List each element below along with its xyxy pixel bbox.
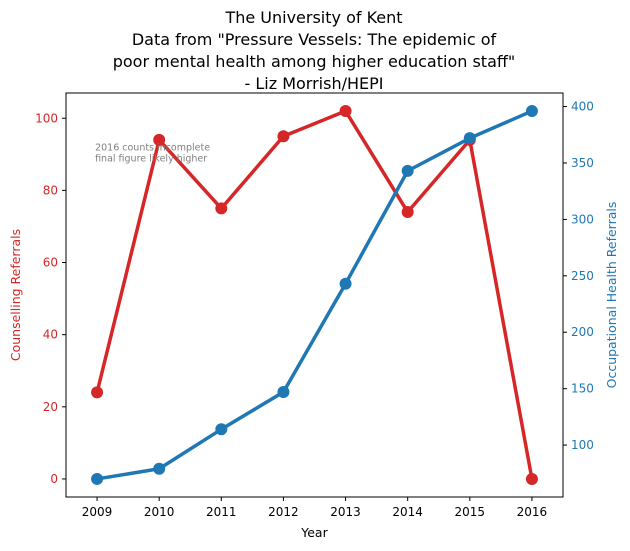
x-tick-label: 2015: [455, 505, 486, 519]
y-axis-right-label: Occupational Health Referrals: [604, 202, 619, 389]
y-left-tick-label: 0: [50, 472, 58, 486]
y-axis-left-label: Counselling Referrals: [8, 229, 23, 361]
data-point-counselling: [401, 206, 414, 219]
data-point-occupational-health: [401, 164, 414, 177]
data-point-occupational-health: [525, 105, 538, 118]
y-left-tick-label: 20: [43, 400, 58, 414]
title-line-4: - Liz Morrish/HEPI: [245, 74, 384, 93]
y-right-tick-label: 400: [571, 100, 594, 114]
y-right-tick-label: 150: [571, 382, 594, 396]
y-left-tick-label: 80: [43, 183, 58, 197]
data-point-counselling: [525, 472, 538, 485]
x-tick-label: 2013: [330, 505, 361, 519]
annotation-line-1: 2016 counts incomplete: [95, 143, 210, 154]
data-point-counselling: [153, 133, 166, 146]
x-tick-label: 2010: [144, 505, 175, 519]
data-point-counselling: [277, 130, 290, 143]
y-left-tick-label: 100: [35, 111, 58, 125]
series-line-occupational-health: [95, 109, 534, 481]
data-point-occupational-health: [277, 386, 290, 399]
data-point-occupational-health: [463, 132, 476, 145]
plot-frame: [65, 92, 564, 498]
y-left-tick-label: 60: [43, 256, 58, 270]
annotation-line-2: final figure likely higher: [95, 154, 207, 165]
data-point-occupational-health: [153, 462, 166, 475]
x-tick-label: 2014: [392, 505, 423, 519]
data-point-occupational-health: [339, 277, 352, 290]
x-tick-label: 2012: [268, 505, 299, 519]
y-right-tick-label: 350: [571, 156, 594, 170]
data-point-occupational-health: [91, 472, 104, 485]
x-tick-label: 2016: [517, 505, 548, 519]
y-right-tick-label: 200: [571, 325, 594, 339]
title-line-2: Data from "Pressure Vessels: The epidemi…: [132, 30, 497, 49]
title-line-1: The University of Kent: [224, 8, 402, 27]
data-point-counselling: [339, 105, 352, 118]
plot-area: 2009 2010 2011 2012 2013 2014 2015 2016 0 20 40 60 8…: [35, 100, 594, 519]
y-right-tick-label: 300: [571, 212, 594, 226]
series-line-counselling: [95, 109, 534, 481]
y-right-tick-label: 100: [571, 438, 594, 452]
x-tick-label: 2009: [82, 505, 113, 519]
x-axis-label: Year: [300, 525, 328, 540]
data-point-counselling: [215, 202, 228, 215]
chart-title: The University of Kent Data from "Pressu…: [113, 8, 516, 93]
x-tick-label: 2011: [206, 505, 237, 519]
y-left-tick-label: 40: [43, 328, 58, 342]
y-right-tick-label: 250: [571, 269, 594, 283]
title-line-3: poor mental health among higher educatio…: [113, 52, 516, 71]
data-point-occupational-health: [215, 423, 228, 436]
data-point-counselling: [91, 386, 104, 399]
